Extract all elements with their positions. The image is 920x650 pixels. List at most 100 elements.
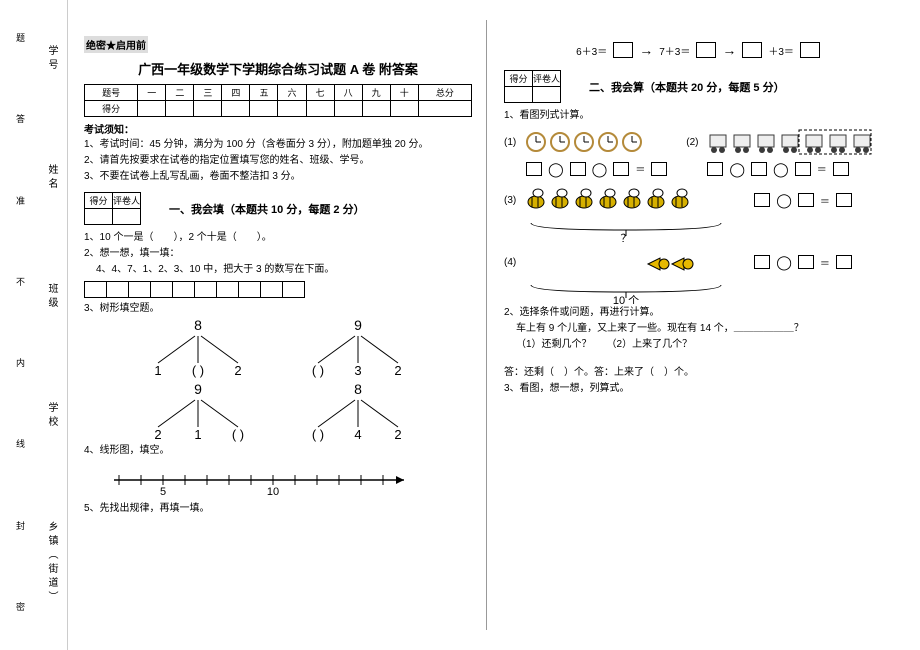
b1-label-1: (1) (504, 137, 516, 148)
score-cell[interactable] (250, 101, 278, 117)
pattern-b: 7＋3＝ (659, 43, 690, 58)
exam-notice-item: 1、考试时间：45 分钟，满分为 100 分（含卷面分 3 分），附加题单独 2… (84, 138, 472, 152)
answer-box[interactable] (800, 42, 820, 58)
answer-box[interactable] (570, 162, 586, 176)
question-a2b: 4、4、7、1、2、3、10 中，把大于 3 的数写在下面。 (96, 263, 472, 277)
score-header: 二 (166, 85, 194, 101)
page-right: 6＋3＝ → 7＋3＝ → ＋3＝ 得分 评卷人 二、我会算（本题共 20 分，… (494, 30, 902, 620)
score-cell[interactable] (166, 101, 194, 117)
mini-score-label: 评卷人 (113, 193, 141, 209)
answer-box[interactable] (526, 162, 542, 176)
question-a2a: 2、想一想，填一填： (84, 247, 472, 261)
score-cell[interactable] (278, 101, 306, 117)
mini-score-table: 得分 评卷人 (84, 192, 141, 225)
answer-box[interactable] (613, 162, 629, 176)
tree-diagram-d: 8 ( ) 4 2 (293, 382, 423, 442)
horns-icon (522, 248, 722, 276)
arrow-icon: → (639, 42, 653, 58)
answer-box[interactable] (798, 255, 814, 269)
svg-text:9: 9 (354, 318, 362, 333)
score-table: 题号 一 二 三 四 五 六 七 八 九 十 总分 得分 (84, 84, 472, 117)
pattern-row: 6＋3＝ → 7＋3＝ → ＋3＝ (504, 42, 892, 58)
answer-box[interactable] (795, 162, 811, 176)
score-cell[interactable] (194, 101, 222, 117)
mini-score-table: 得分 评卷人 (504, 70, 561, 103)
question-a3: 3、树形填空题。 (84, 302, 472, 316)
binding-char: 密 (14, 602, 27, 617)
score-header: 四 (222, 85, 250, 101)
op-circle[interactable]: ◯ (773, 162, 789, 176)
b1-label-3: (3) (504, 195, 516, 206)
number-line: 510 (104, 460, 424, 500)
score-cell[interactable] (334, 101, 362, 117)
binding-char: 准 (14, 196, 27, 211)
answer-box[interactable] (754, 255, 770, 269)
answer-box[interactable] (751, 162, 767, 176)
answer-box[interactable] (742, 42, 762, 58)
tree-diagram-b: 9 ( ) 3 2 (293, 318, 423, 378)
op-circle[interactable]: ◯ (776, 255, 792, 269)
answer-box[interactable] (798, 193, 814, 207)
mini-score-cell[interactable] (85, 209, 113, 225)
mini-score-label: 评卷人 (533, 71, 561, 87)
score-cell[interactable] (418, 101, 471, 117)
page-left: 绝密★启用前 广西一年级数学下学期综合练习试题 A 卷 附答案 题号 一 二 三… (74, 30, 482, 620)
svg-text:1: 1 (154, 363, 161, 378)
op-circle[interactable]: ◯ (548, 162, 564, 176)
answer-box[interactable] (833, 162, 849, 176)
score-cell[interactable] (138, 101, 166, 117)
arrow-icon: → (722, 42, 736, 58)
svg-text:2: 2 (394, 427, 401, 442)
answer-box[interactable] (613, 42, 633, 58)
score-cell[interactable] (222, 101, 250, 117)
score-header: 九 (362, 85, 390, 101)
score-cell[interactable] (306, 101, 334, 117)
svg-text:3: 3 (354, 363, 361, 378)
svg-text:2: 2 (154, 427, 161, 442)
answer-box[interactable] (836, 255, 852, 269)
mini-score-cell[interactable] (533, 87, 561, 103)
svg-text:9: 9 (194, 382, 202, 397)
mini-score-cell[interactable] (505, 87, 533, 103)
svg-text:？: ？ (621, 233, 632, 242)
svg-text:4: 4 (354, 427, 361, 442)
answer-box[interactable] (707, 162, 723, 176)
score-header: 一 (138, 85, 166, 101)
binding-label: 学校 (44, 402, 59, 430)
binding-char: 封 (14, 521, 27, 536)
question-b2-body: 车上有 9 个儿童，又上来了一些。现在有 14 个，＿＿＿＿＿＿？ (516, 322, 892, 336)
score-header: 八 (334, 85, 362, 101)
mini-score-cell[interactable] (113, 209, 141, 225)
brace-icon: 10 个 (526, 282, 726, 304)
binding-char: 题 (14, 33, 27, 48)
answer-box[interactable] (754, 193, 770, 207)
binding-label: 乡镇（街道） (44, 521, 59, 605)
binding-label: 学号 (44, 45, 59, 73)
answer-box[interactable] (651, 162, 667, 176)
binding-char: 不 (14, 277, 27, 292)
binding-inner-labels: 题 答 准 不 内 线 封 密 (14, 0, 27, 650)
answer-box[interactable] (836, 193, 852, 207)
brace-icon: ？ (526, 220, 726, 242)
confidential-tag: 绝密★启用前 (84, 36, 148, 53)
answer-box[interactable] (696, 42, 716, 58)
question-b2-ans: 答：还剩（ ）个。答：上来了（ ）个。 (504, 366, 892, 380)
section-a-title: 一、我会填（本题共 10 分，每题 2 分） (169, 201, 365, 217)
question-a1: 1、10 个一是（ ），2 个十是（ ）。 (84, 231, 472, 245)
op-circle[interactable]: ◯ (592, 162, 608, 176)
bees-icon (522, 186, 722, 214)
mini-score-label: 得分 (85, 193, 113, 209)
svg-text:( ): ( ) (232, 427, 244, 442)
clocks-icon (522, 129, 672, 155)
question-a5: 5、先找出规律，再填一填。 (84, 502, 472, 516)
tree-diagram-a: 8 1 ( ) 2 (133, 318, 263, 378)
exam-title: 广西一年级数学下学期综合练习试题 A 卷 附答案 (84, 59, 472, 78)
score-cell[interactable] (390, 101, 418, 117)
trains-icon (704, 129, 874, 155)
score-cell[interactable] (362, 101, 390, 117)
svg-text:10 个: 10 个 (613, 294, 639, 304)
op-circle[interactable]: ◯ (729, 162, 745, 176)
question-a4: 4、线形图，填空。 (84, 444, 472, 458)
op-circle[interactable]: ◯ (776, 193, 792, 207)
binding-label: 班级 (44, 283, 59, 311)
